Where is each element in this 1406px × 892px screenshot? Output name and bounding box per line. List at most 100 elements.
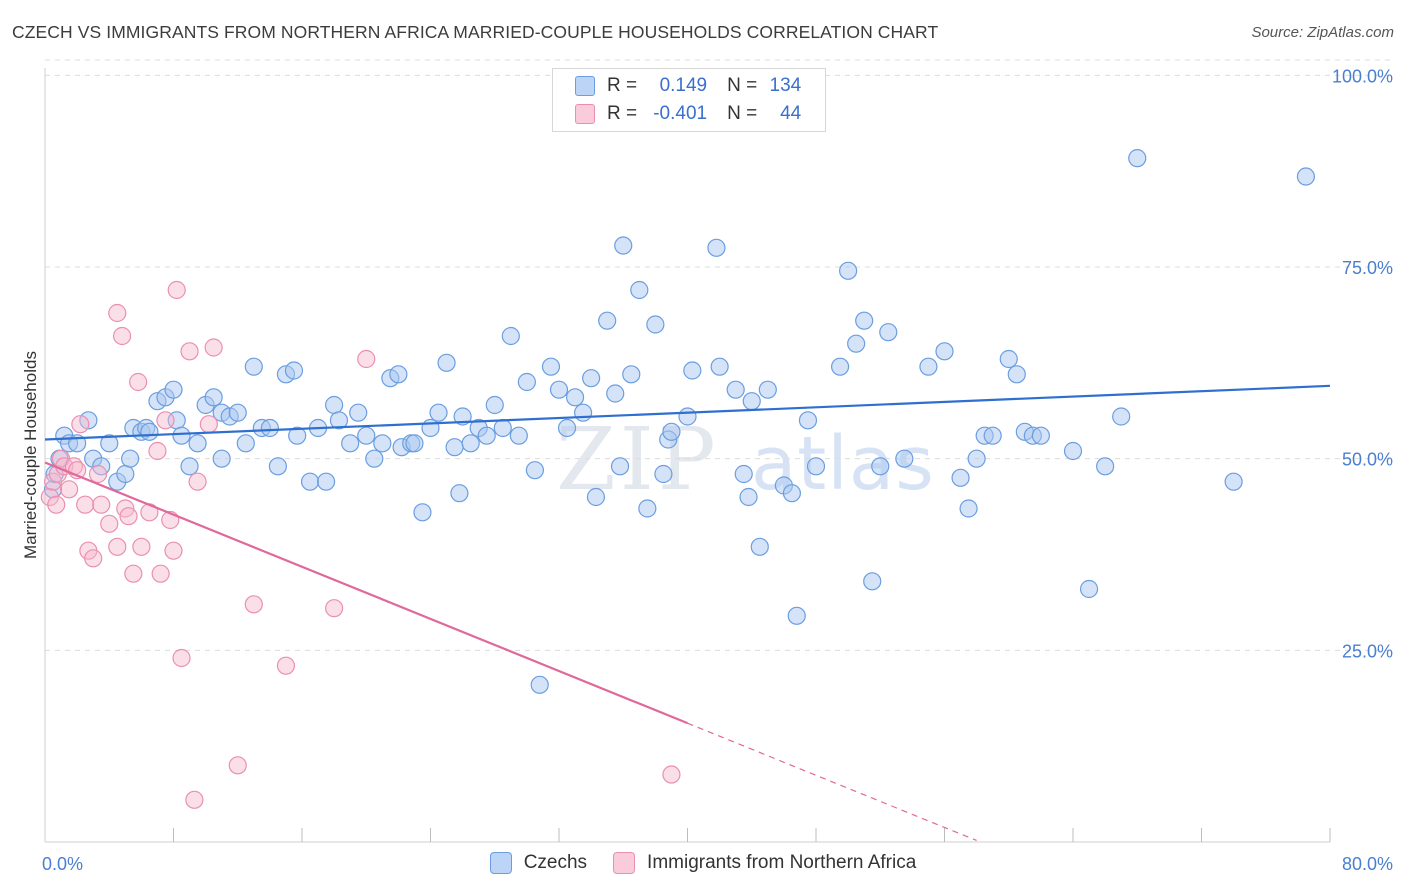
nafrica-point [88,464,108,484]
nafrica-point [357,349,376,369]
czech-point [855,311,874,330]
czech-point [1079,579,1099,599]
czech-point [100,434,119,453]
czech-point [288,426,307,445]
czech-point [951,468,970,487]
czech-point [863,572,882,591]
czech-point [121,449,140,468]
czech-point [573,403,593,422]
czech-point [879,323,898,342]
czech-point [541,357,561,376]
czech-point [750,537,769,556]
czech-point [485,395,504,415]
czech-point [726,380,745,399]
grid [45,59,1392,651]
czech-point [204,388,223,407]
czech-point [349,403,368,422]
czech-point [164,380,183,399]
czech-point [405,434,424,453]
bottom-legend-label: Immigrants from Northern Africa [647,852,917,873]
nafrica-point [151,564,170,583]
czech-point [606,384,625,403]
czech-point [654,464,673,484]
nafrica-point [124,564,143,583]
nafrica-point [108,303,127,323]
czech-swatch [489,852,512,874]
legend-r-label: R = [607,75,638,96]
y-tick-label: 100.0% [1332,66,1393,86]
nafrica-point [132,537,151,556]
nafrica-trend-line [44,461,688,725]
nafrica-point [185,790,204,809]
czech-point [967,449,986,468]
czech-point [284,361,304,380]
czech-point [212,449,231,468]
czech-point [830,357,850,376]
czech-trend-line [44,384,1331,441]
czech-point [871,457,890,476]
x-tick-label: 80.0% [1342,854,1393,874]
czech-point [244,357,263,376]
czech-point [582,369,601,388]
nafrica-swatch [613,852,636,874]
czech-point [268,457,288,476]
watermark-zip: ZIP [556,410,720,510]
axes [44,68,1331,843]
czech-point [739,487,758,507]
nafrica-point [47,495,66,514]
nafrica-point [76,495,95,514]
y-tick-label: 50.0% [1342,450,1393,470]
czech-point [1112,407,1131,426]
nafrica-point [188,472,207,491]
czech-point [493,418,512,438]
czech-point [586,487,606,507]
czech-point [450,484,469,503]
nafrica-point [156,411,175,430]
czech-point [501,326,520,346]
czech-point [188,434,207,453]
nafrica-point [84,549,103,568]
legend-r-label: R = [607,103,638,124]
czech-point [1007,365,1026,384]
czech-point [453,407,472,426]
czech-point [1224,472,1243,491]
czech-point [630,280,649,300]
legend-n-value: 134 [769,75,802,96]
x-tick-label: 0.0% [42,854,83,874]
czech-point [758,380,777,399]
legend-n-label: N = [727,103,758,124]
nafrica-point [129,372,148,392]
nafrica-point [199,415,218,434]
nafrica-point [71,415,90,434]
czech-point [357,426,376,445]
czech-point [1063,441,1083,461]
legend-n-label: N = [727,75,758,96]
nafrica-point [662,765,681,784]
nafrica-point [164,541,183,560]
nafrica-point [119,507,138,526]
czech-point [329,411,349,430]
czech-point [935,342,954,361]
nafrica-point [244,595,263,614]
czech-point [316,472,336,491]
nafrica-point [59,480,79,499]
czech-point [787,606,806,625]
nafrica-point [100,514,119,533]
bottom-legend-czechs: Czechs [489,852,587,874]
czech-point [895,449,914,468]
trend-lines [44,384,1331,842]
nafrica-point [148,441,167,461]
nafrica-point [112,326,132,346]
czech-point [683,361,702,380]
czech-point [549,380,569,399]
czech-point [461,434,480,453]
czech-point [365,449,384,468]
nafrica-swatch [575,104,595,124]
czech-point [373,434,392,453]
nafrica-point [325,599,344,618]
czech-point [710,357,729,376]
czech-point [300,472,320,491]
czech-point [228,403,247,422]
czech-point [325,395,344,415]
czech-point [260,418,279,438]
